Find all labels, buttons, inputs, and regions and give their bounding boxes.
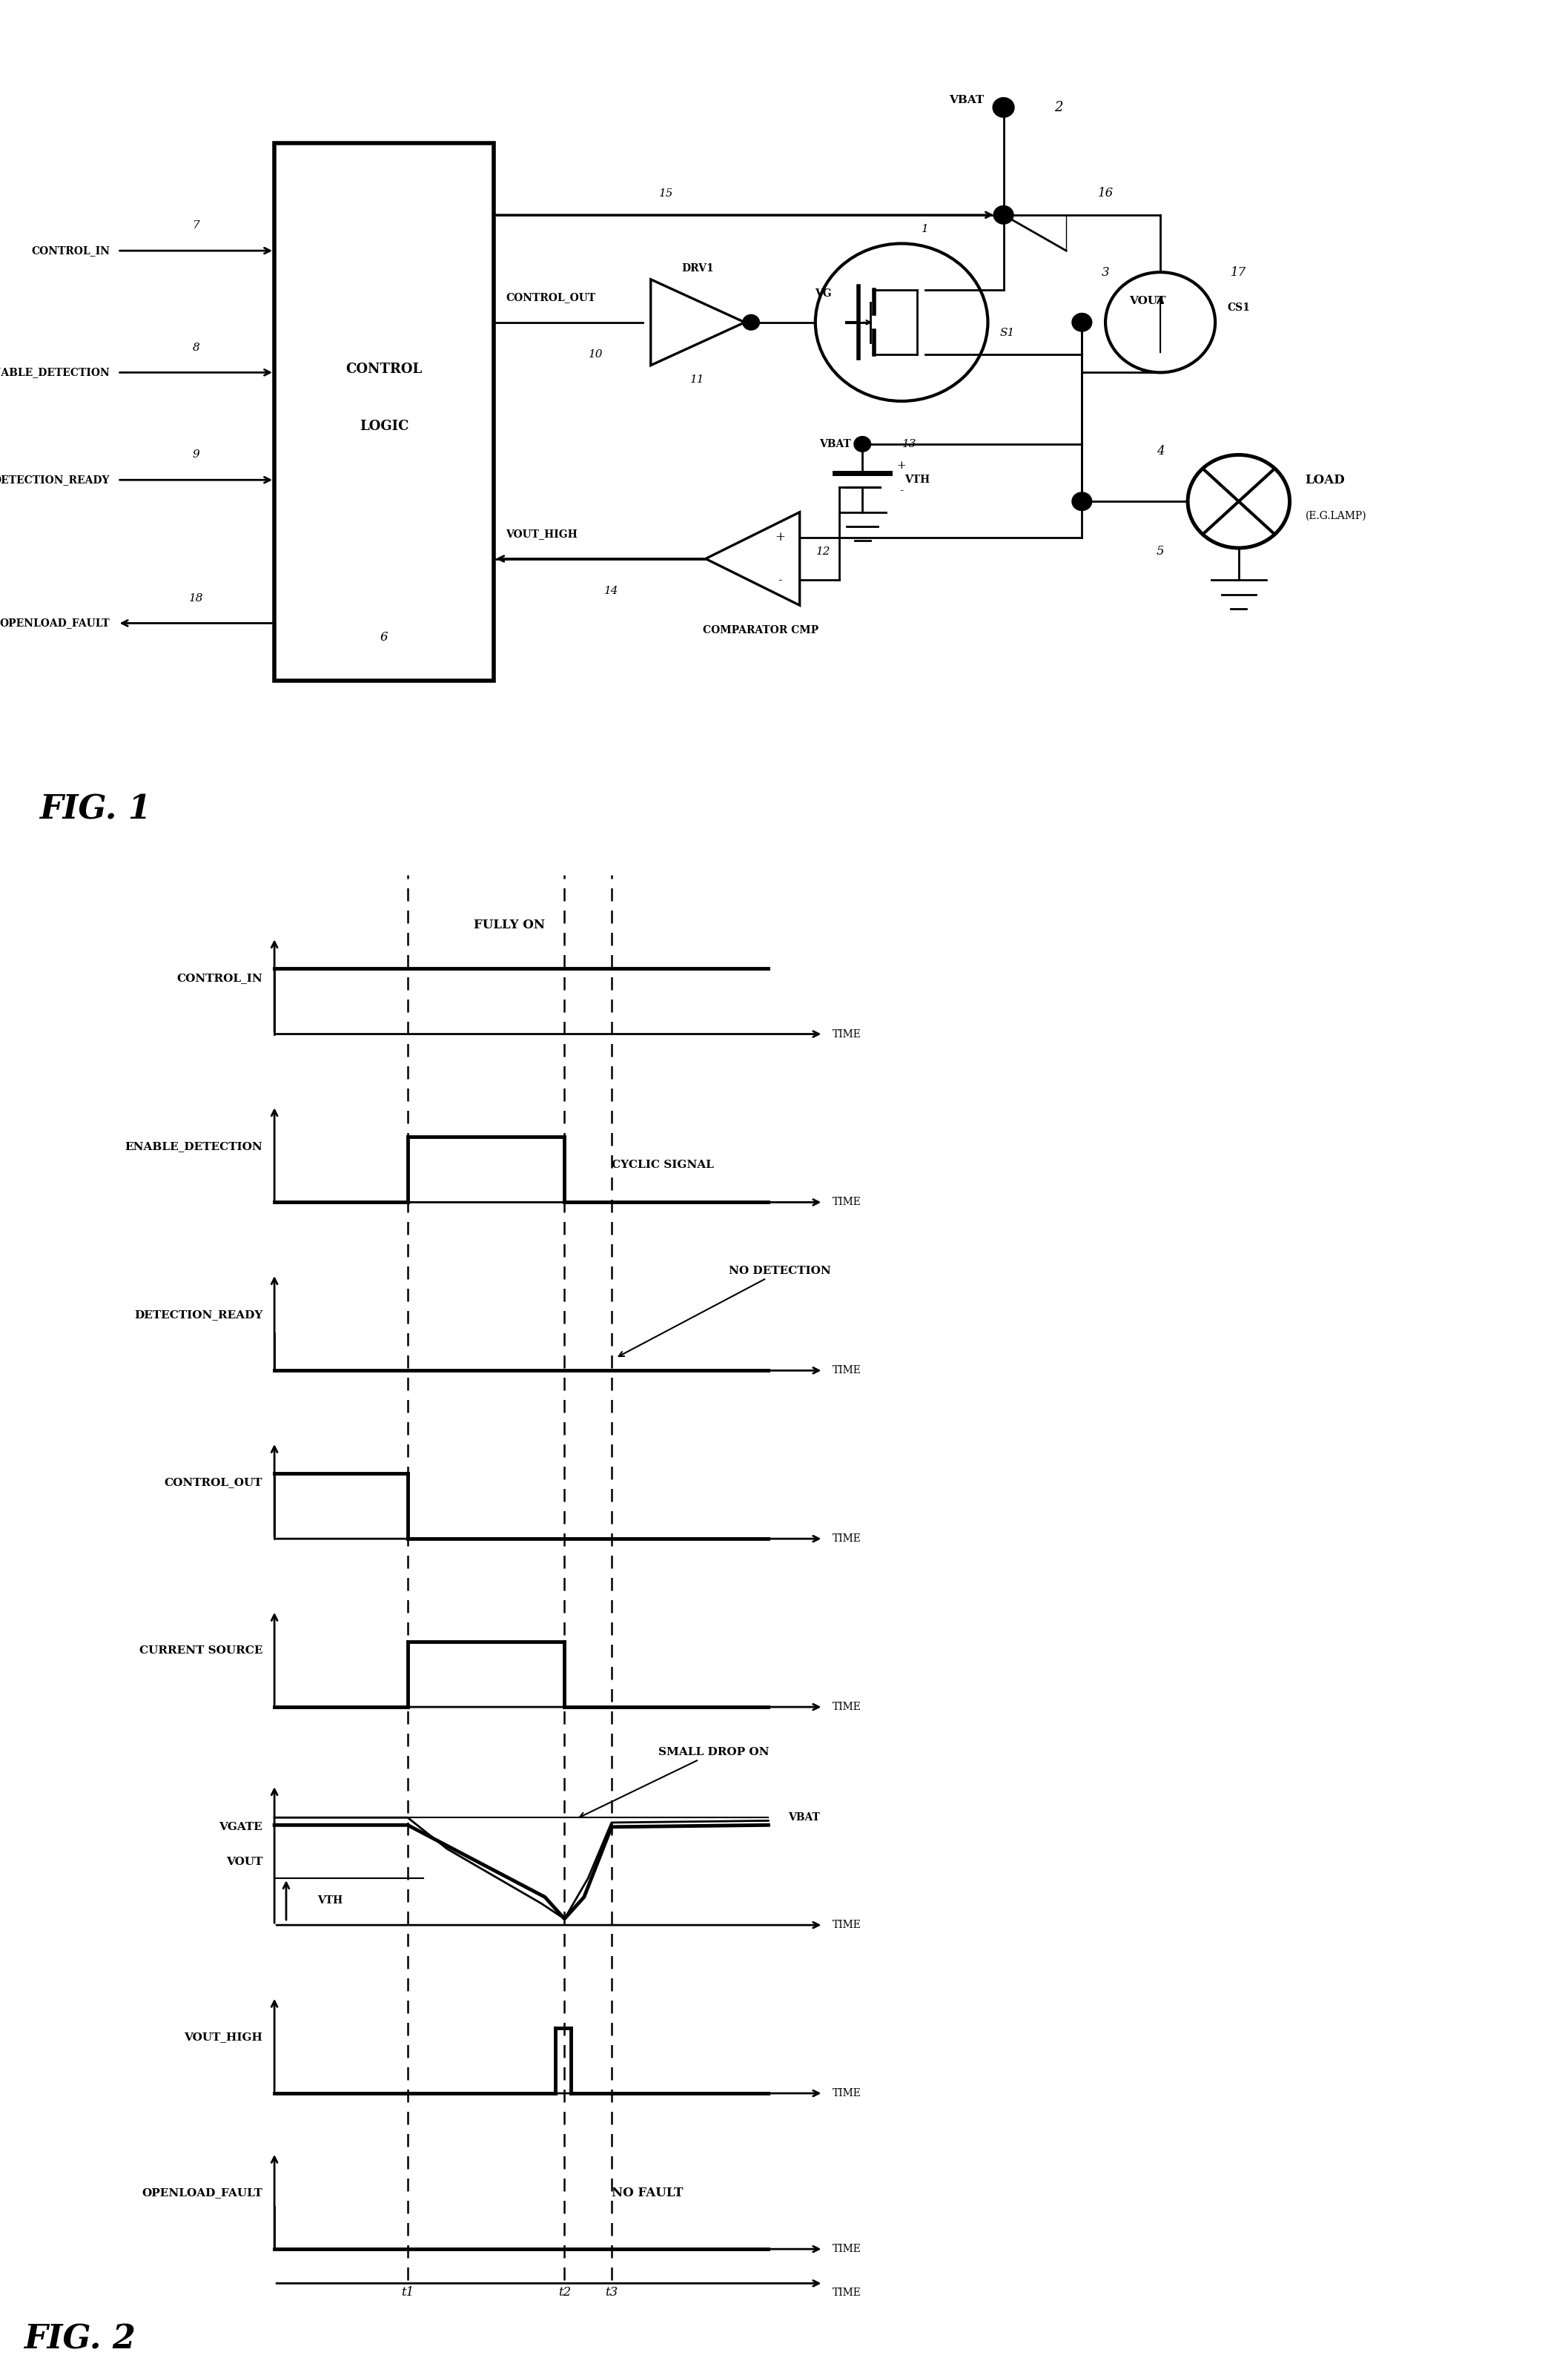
Text: TIME: TIME xyxy=(833,1029,861,1039)
Text: VTH: VTH xyxy=(317,1896,343,1905)
Text: LOGIC: LOGIC xyxy=(359,419,409,433)
Text: 13: 13 xyxy=(902,438,917,450)
Text: NO FAULT: NO FAULT xyxy=(612,2188,684,2200)
Text: TIME: TIME xyxy=(833,1919,861,1931)
Circle shape xyxy=(1189,455,1289,549)
Text: 8: 8 xyxy=(193,341,199,353)
Text: TIME: TIME xyxy=(833,1703,861,1712)
Circle shape xyxy=(1073,492,1091,511)
Text: S1: S1 xyxy=(1000,327,1014,339)
Circle shape xyxy=(994,99,1013,118)
Text: FIG. 1: FIG. 1 xyxy=(39,794,151,824)
Text: 14: 14 xyxy=(604,586,619,596)
Text: VBAT: VBAT xyxy=(949,94,985,106)
Text: t3: t3 xyxy=(605,2287,618,2298)
Text: CONTROL_IN: CONTROL_IN xyxy=(31,245,110,257)
Circle shape xyxy=(855,438,870,452)
Text: 17: 17 xyxy=(1231,266,1247,278)
Text: CONTROL_OUT: CONTROL_OUT xyxy=(165,1477,262,1488)
Text: VOUT_HIGH: VOUT_HIGH xyxy=(183,2032,262,2042)
Text: OPENLOAD_FAULT: OPENLOAD_FAULT xyxy=(141,2188,262,2197)
Text: 2: 2 xyxy=(1054,101,1063,113)
Text: TIME: TIME xyxy=(833,1533,861,1545)
Text: VBAT: VBAT xyxy=(789,1813,820,1823)
Text: VG: VG xyxy=(815,290,831,299)
Circle shape xyxy=(1105,273,1215,372)
Circle shape xyxy=(743,316,759,330)
Text: FIG. 2: FIG. 2 xyxy=(24,2324,135,2355)
Text: ENABLE_DETECTION: ENABLE_DETECTION xyxy=(125,1142,262,1152)
Circle shape xyxy=(815,243,988,400)
Text: ENABLE_DETECTION: ENABLE_DETECTION xyxy=(0,367,110,377)
Text: t1: t1 xyxy=(401,2287,414,2298)
Text: -: - xyxy=(778,575,782,586)
Text: NO DETECTION: NO DETECTION xyxy=(619,1265,831,1356)
Text: t2: t2 xyxy=(558,2287,571,2298)
Text: 6: 6 xyxy=(379,631,389,643)
Text: VBAT: VBAT xyxy=(818,438,850,450)
Circle shape xyxy=(1073,313,1091,332)
Text: TIME: TIME xyxy=(833,1196,861,1208)
Text: CURRENT SOURCE: CURRENT SOURCE xyxy=(140,1646,262,1656)
Text: VOUT: VOUT xyxy=(226,1856,262,1868)
Text: +: + xyxy=(775,530,786,544)
Text: VOUT: VOUT xyxy=(1129,297,1165,306)
Text: 9: 9 xyxy=(193,450,199,459)
Text: 18: 18 xyxy=(188,593,204,603)
Text: TIME: TIME xyxy=(833,2244,861,2254)
Text: COMPARATOR CMP: COMPARATOR CMP xyxy=(702,624,818,636)
Text: VOUT_HIGH: VOUT_HIGH xyxy=(505,528,577,539)
Text: CONTROL_OUT: CONTROL_OUT xyxy=(505,292,596,301)
Text: 16: 16 xyxy=(1098,186,1113,200)
Text: 11: 11 xyxy=(690,374,706,384)
Text: CONTROL_IN: CONTROL_IN xyxy=(177,973,262,982)
Text: 4: 4 xyxy=(1156,445,1165,457)
Text: CONTROL: CONTROL xyxy=(347,363,422,374)
Text: 5: 5 xyxy=(1156,546,1165,558)
Text: LOAD: LOAD xyxy=(1305,473,1345,485)
Text: TIME: TIME xyxy=(833,1366,861,1375)
Text: DETECTION_READY: DETECTION_READY xyxy=(0,476,110,485)
Polygon shape xyxy=(651,280,745,365)
Text: VTH: VTH xyxy=(905,476,930,485)
Text: DETECTION_READY: DETECTION_READY xyxy=(135,1309,262,1319)
Text: 12: 12 xyxy=(815,546,831,556)
Text: 15: 15 xyxy=(659,188,674,198)
Text: TIME: TIME xyxy=(833,2287,861,2298)
Text: SMALL DROP ON: SMALL DROP ON xyxy=(580,1747,770,1818)
Circle shape xyxy=(994,207,1013,224)
Text: 10: 10 xyxy=(588,349,604,360)
Text: DRV1: DRV1 xyxy=(682,264,713,273)
Text: VGATE: VGATE xyxy=(220,1823,262,1832)
Text: 7: 7 xyxy=(193,221,199,231)
Text: CYCLIC SIGNAL: CYCLIC SIGNAL xyxy=(612,1159,713,1170)
Text: -: - xyxy=(900,485,903,497)
Bar xyxy=(274,144,494,681)
Text: +: + xyxy=(897,462,906,471)
Text: TIME: TIME xyxy=(833,2089,861,2098)
Text: FULLY ON: FULLY ON xyxy=(474,918,546,930)
Polygon shape xyxy=(706,511,800,605)
Text: CS1: CS1 xyxy=(1228,304,1250,313)
Text: 3: 3 xyxy=(1101,266,1110,278)
Text: OPENLOAD_FAULT: OPENLOAD_FAULT xyxy=(0,617,110,629)
Text: 1: 1 xyxy=(922,224,928,236)
Text: (E.G.LAMP): (E.G.LAMP) xyxy=(1305,511,1367,520)
